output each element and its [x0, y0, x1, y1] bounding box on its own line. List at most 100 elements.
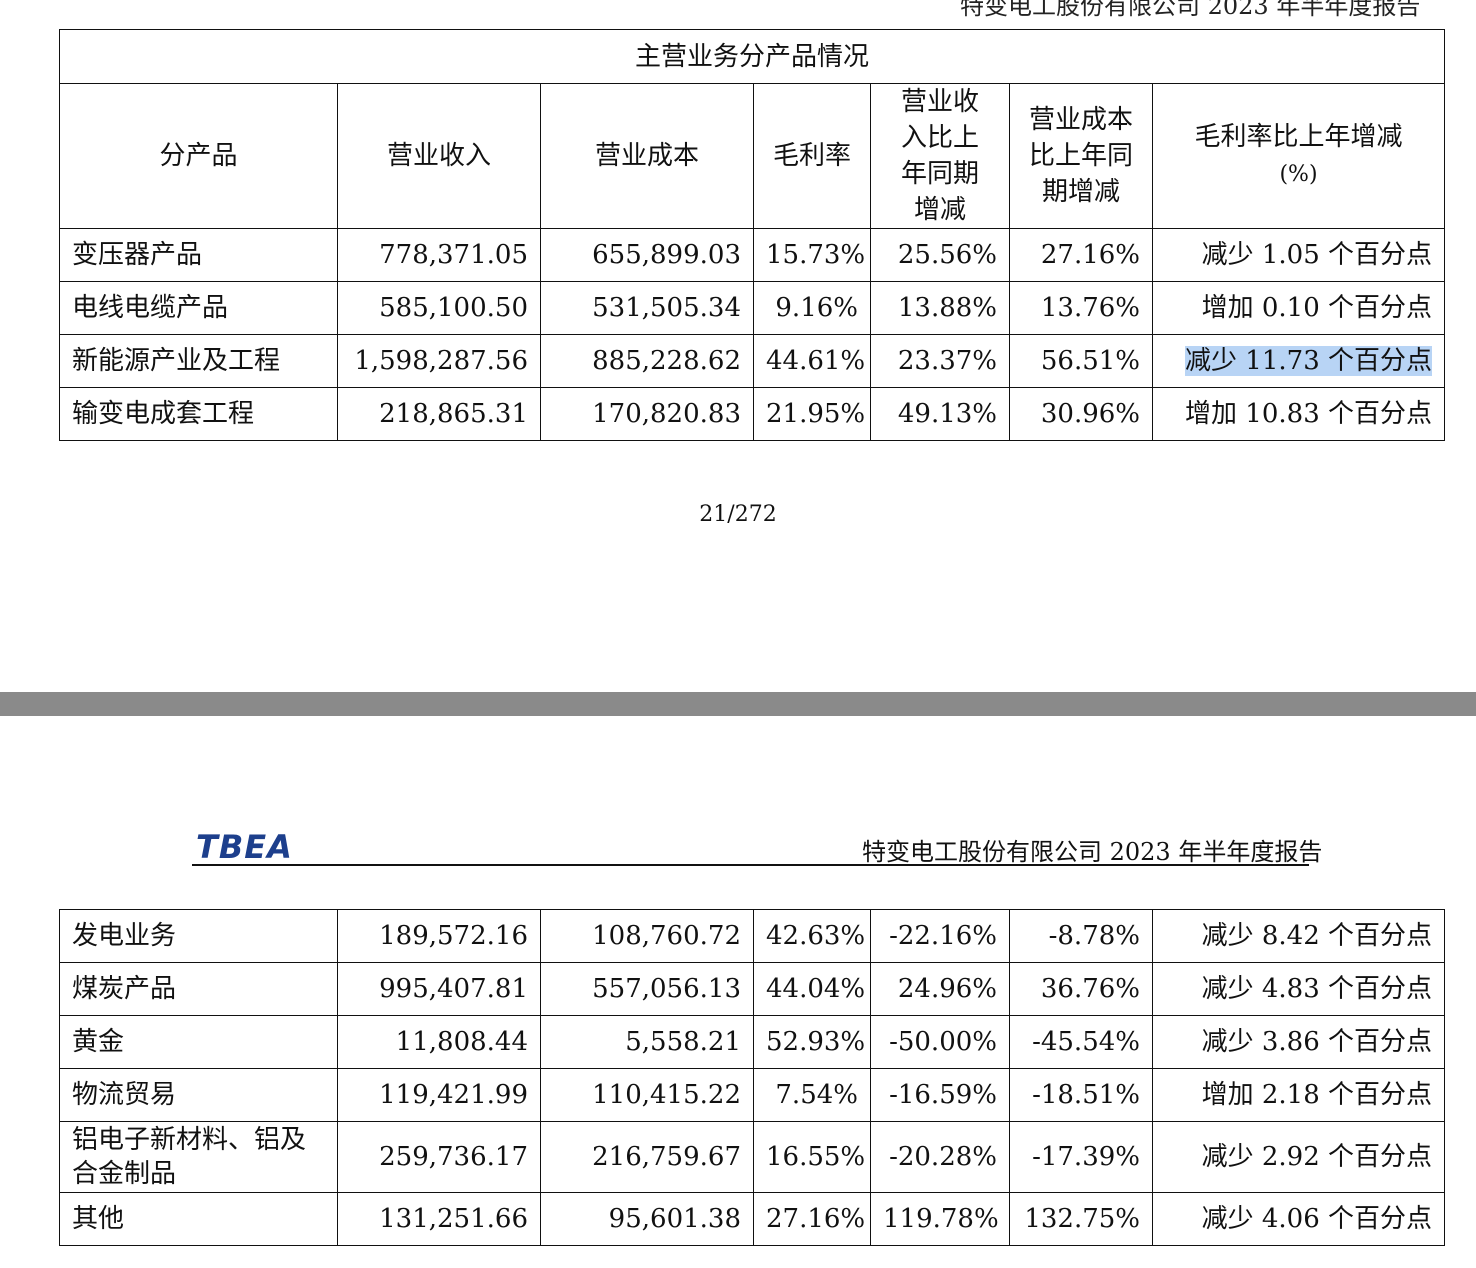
revenue-cell: 585,100.50: [337, 281, 541, 335]
revenue-change-cell: 25.56%: [870, 228, 1010, 282]
header-margin: 毛利率: [753, 83, 871, 229]
revenue-cell: 131,251.66: [337, 1192, 541, 1246]
revenue-cell-text: 11,808.44: [395, 1027, 528, 1057]
revenue-change-cell: -16.59%: [870, 1068, 1010, 1122]
product-cell-text: 煤炭产品: [72, 974, 177, 1004]
revenue-change-cell-text: 23.37%: [897, 346, 997, 376]
table-row: 其他 131,251.66 95,601.38 27.16% 119.78% 132.75…: [59, 1192, 1445, 1246]
product-cell: 发电业务: [59, 909, 338, 963]
table-header-row: 分产品 营业收入 营业成本 毛利率 营业收入比上年同期增减 营业成本比上年同期增…: [59, 83, 1446, 229]
table-row: 物流贸易 119,421.99 110,415.22 7.54% -16.59% -18.…: [59, 1068, 1445, 1122]
cost-change-cell: 13.76%: [1009, 281, 1153, 335]
margin-change-cell-text: 减少 2.92 个百分点: [1201, 1142, 1432, 1172]
revenue-cell-text: 218,865.31: [379, 399, 528, 429]
cost-change-cell: 56.51%: [1009, 334, 1153, 388]
margin-change-cell: 减少 4.83 个百分点: [1152, 962, 1445, 1016]
revenue-change-cell: 23.37%: [870, 334, 1010, 388]
revenue-change-cell-text: 25.56%: [897, 240, 997, 270]
margin-change-cell-text: 减少 8.42 个百分点: [1201, 921, 1432, 951]
cost-cell: 557,056.13: [540, 962, 754, 1016]
margin-change-cell: 减少 2.92 个百分点: [1152, 1121, 1445, 1193]
margin-change-cell: 减少 8.42 个百分点: [1152, 909, 1445, 963]
product-cell-text: 输变电成套工程: [72, 399, 255, 429]
revenue-change-cell: -22.16%: [870, 909, 1010, 963]
cost-cell-text: 655,899.03: [592, 240, 741, 270]
product-cell: 电线电缆产品: [59, 281, 338, 335]
margin-change-cell: 减少 4.06 个百分点: [1152, 1192, 1445, 1246]
revenue-cell-text: 119,421.99: [379, 1080, 528, 1110]
revenue-change-cell-text: -16.59%: [889, 1080, 997, 1110]
revenue-change-cell: 119.78%: [870, 1192, 1010, 1246]
cost-cell: 170,820.83: [540, 387, 754, 441]
margin-cell-text: 9.16%: [775, 293, 858, 323]
header-margin-change: 毛利率比上年增减 (%): [1151, 83, 1446, 229]
table-row: 煤炭产品 995,407.81 557,056.13 44.04% 24.96% 36.7…: [59, 962, 1445, 1016]
cost-change-cell: 132.75%: [1009, 1192, 1153, 1246]
cost-cell-text: 108,760.72: [592, 921, 741, 951]
product-cell: 黄金: [59, 1015, 338, 1069]
product-business-table-continued: 发电业务 189,572.16 108,760.72 42.63% -22.16% -8.…: [59, 909, 1445, 1246]
margin-cell: 42.63%: [753, 909, 871, 963]
cost-change-cell-text: 56.51%: [1040, 346, 1140, 376]
margin-change-cell: 减少 3.86 个百分点: [1152, 1015, 1445, 1069]
margin-cell-text: 15.73%: [766, 240, 866, 270]
revenue-cell: 11,808.44: [337, 1015, 541, 1069]
cost-cell-text: 531,505.34: [592, 293, 741, 323]
header-margin-change-unit: (%): [1279, 162, 1318, 187]
margin-change-cell: 增加 2.18 个百分点: [1152, 1068, 1445, 1122]
revenue-change-cell-text: -22.16%: [889, 921, 997, 951]
header-product: 分产品: [59, 83, 338, 229]
product-cell: 其他: [59, 1192, 338, 1246]
cost-cell: 531,505.34: [540, 281, 754, 335]
page-number: 21/272: [699, 502, 777, 527]
margin-cell: 44.04%: [753, 962, 871, 1016]
product-cell-text: 电线电缆产品: [72, 293, 229, 323]
header-cost: 营业成本: [540, 83, 754, 229]
revenue-cell: 259,736.17: [337, 1121, 541, 1193]
revenue-change-cell: 13.88%: [870, 281, 1010, 335]
document-page-21: 特变电工股份有限公司 2023 年半年度报告 主营业务分产品情况 分产品 营业收…: [58, 0, 1446, 527]
product-cell-text: 新能源产业及工程: [72, 346, 281, 376]
cost-change-cell-text: 27.16%: [1040, 240, 1140, 270]
header-revenue-change: 营业收入比上年同期增减: [870, 83, 1010, 229]
table-row: 输变电成套工程 218,865.31 170,820.83 21.95% 49.13% 3…: [59, 387, 1446, 441]
revenue-cell: 119,421.99: [337, 1068, 541, 1122]
cost-cell-text: 885,228.62: [592, 346, 741, 376]
margin-change-cell-text: 减少 4.06 个百分点: [1201, 1204, 1432, 1234]
revenue-change-cell-text: -50.00%: [889, 1027, 997, 1057]
cost-change-cell-text: -8.78%: [1048, 921, 1140, 951]
product-cell: 煤炭产品: [59, 962, 338, 1016]
revenue-cell: 778,371.05: [337, 228, 541, 282]
margin-change-cell: 增加 0.10 个百分点: [1151, 281, 1446, 335]
cost-cell-text: 170,820.83: [592, 399, 741, 429]
cost-change-cell: 36.76%: [1009, 962, 1153, 1016]
table-row: 电线电缆产品 585,100.50 531,505.34 9.16% 13.88% 13.…: [59, 281, 1446, 335]
cost-change-cell-text: 132.75%: [1024, 1204, 1140, 1234]
table-row: 变压器产品 778,371.05 655,899.03 15.73% 25.56% 27.…: [59, 228, 1446, 282]
table-row: 发电业务 189,572.16 108,760.72 42.63% -22.16% -8.…: [59, 909, 1445, 963]
cost-cell: 95,601.38: [540, 1192, 754, 1246]
margin-change-cell-text: 增加 10.83 个百分点: [1185, 399, 1433, 429]
cost-change-cell: 27.16%: [1009, 228, 1153, 282]
margin-cell-text: 16.55%: [766, 1142, 866, 1172]
margin-cell: 21.95%: [753, 387, 871, 441]
product-cell: 物流贸易: [59, 1068, 338, 1122]
page-separator: [0, 692, 1476, 717]
revenue-cell-text: 1,598,287.56: [354, 346, 528, 376]
product-cell-text: 发电业务: [72, 921, 177, 951]
margin-change-cell-text: 减少 4.83 个百分点: [1201, 974, 1432, 1004]
cost-cell: 655,899.03: [540, 228, 754, 282]
margin-cell-text: 21.95%: [766, 399, 866, 429]
product-business-table: 主营业务分产品情况 分产品 营业收入 营业成本 毛利率 营业收入比上年同期增减 …: [58, 29, 1446, 441]
table-row: 铝电子新材料、铝及合金制品 259,736.17 216,759.67 16.55% -…: [59, 1121, 1445, 1193]
revenue-change-cell-text: 24.96%: [897, 974, 997, 1004]
revenue-cell-text: 585,100.50: [379, 293, 528, 323]
header-rule: [192, 864, 1309, 866]
revenue-cell: 218,865.31: [337, 387, 541, 441]
product-cell: 输变电成套工程: [59, 387, 338, 441]
margin-change-cell: 减少 1.05 个百分点: [1151, 228, 1446, 282]
margin-change-cell: 减少 11.73 个百分点: [1151, 334, 1446, 388]
margin-cell-text: 42.63%: [766, 921, 866, 951]
table-title: 主营业务分产品情况: [58, 29, 1446, 84]
cost-change-cell: -18.51%: [1009, 1068, 1153, 1122]
